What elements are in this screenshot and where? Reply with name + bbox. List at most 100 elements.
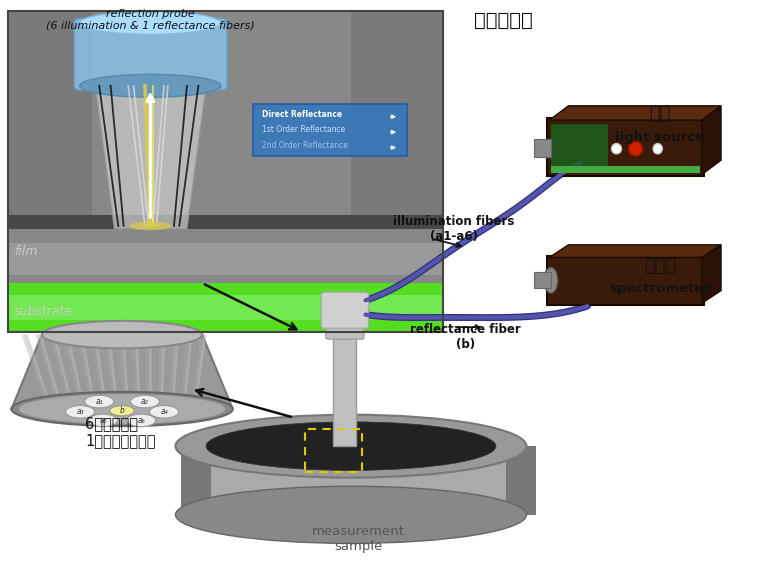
Polygon shape [121,335,130,409]
Ellipse shape [127,414,156,427]
FancyBboxPatch shape [547,256,704,305]
Polygon shape [549,245,721,257]
Polygon shape [118,335,130,409]
Polygon shape [169,335,179,409]
FancyBboxPatch shape [547,118,704,176]
Ellipse shape [544,267,558,293]
Bar [8,214,443,229]
Bar [8,283,443,331]
Bar [534,272,551,288]
Polygon shape [158,335,165,409]
Text: substrate: substrate [14,305,72,318]
Polygon shape [135,335,140,409]
Bar [181,446,536,515]
Text: film: film [14,245,37,258]
Ellipse shape [612,144,622,154]
Polygon shape [94,335,107,409]
Text: 1st Order Reflectance: 1st Order Reflectance [262,125,345,134]
Polygon shape [702,106,721,174]
Ellipse shape [11,392,233,426]
Polygon shape [66,335,85,409]
Polygon shape [95,86,206,229]
Ellipse shape [175,415,526,478]
Bar [8,295,443,320]
Polygon shape [160,335,166,409]
Text: measurement
sample: measurement sample [312,525,405,553]
Polygon shape [191,335,206,409]
FancyBboxPatch shape [326,324,364,339]
Polygon shape [702,245,721,303]
Ellipse shape [110,406,134,416]
Polygon shape [194,335,207,409]
FancyBboxPatch shape [321,292,369,328]
Ellipse shape [653,144,662,154]
Text: a₂: a₂ [141,397,149,406]
Text: a₄: a₄ [160,407,168,416]
Polygon shape [549,106,721,120]
Ellipse shape [66,406,95,418]
Bar [8,11,443,332]
Polygon shape [76,335,97,409]
Polygon shape [180,335,192,409]
Ellipse shape [79,74,221,97]
Text: a₃: a₃ [76,407,84,416]
Polygon shape [131,335,141,409]
Text: 探頭微觀圖: 探頭微觀圖 [475,10,533,30]
FancyBboxPatch shape [253,104,407,156]
Ellipse shape [89,414,118,427]
Ellipse shape [206,422,496,470]
Bar [506,446,536,515]
Polygon shape [49,335,75,409]
Polygon shape [39,335,63,409]
Ellipse shape [175,486,526,543]
Ellipse shape [629,142,642,156]
Text: a₅: a₅ [99,416,107,425]
FancyBboxPatch shape [333,326,356,446]
Text: reflectance fiber
(b): reflectance fiber (b) [410,324,521,351]
Polygon shape [90,335,108,409]
Polygon shape [25,335,52,409]
Ellipse shape [130,221,171,231]
Text: illumination fibers
(a1-a6): illumination fibers (a1-a6) [393,215,515,243]
Bar [534,139,551,157]
Text: spectrometer: spectrometer [610,283,710,295]
Polygon shape [104,335,119,409]
Polygon shape [171,335,179,409]
Bar [551,166,700,173]
Bar [305,429,362,472]
Ellipse shape [42,321,202,348]
Ellipse shape [79,11,221,34]
Ellipse shape [19,394,225,424]
Text: a₆: a₆ [137,416,145,425]
Text: Direct Reflectance: Direct Reflectance [262,110,342,118]
Text: 光源: 光源 [649,105,671,124]
Bar [92,11,351,214]
Polygon shape [108,335,118,409]
Bar [551,124,608,173]
Text: a₁: a₁ [95,397,103,406]
Bar [181,446,211,515]
Ellipse shape [130,395,159,408]
Ellipse shape [150,406,179,418]
Bar [8,229,443,283]
Polygon shape [11,335,233,409]
Bar [181,446,195,515]
Ellipse shape [85,395,114,408]
Text: reflection probe
(6 illumination & 1 reflectance fibers): reflection probe (6 illumination & 1 ref… [46,9,255,31]
Text: 2nd Order Reflectance: 2nd Order Reflectance [262,141,348,149]
Text: 6束光源光纖
1束反射接收光纖: 6束光源光纖 1束反射接收光纖 [85,416,156,448]
Polygon shape [149,335,152,409]
Polygon shape [80,335,96,409]
FancyBboxPatch shape [74,18,227,90]
Text: light source: light source [616,131,704,144]
Text: 光譜小: 光譜小 [644,257,676,275]
Polygon shape [145,335,153,409]
Bar [8,243,443,275]
Bar [522,446,536,515]
Polygon shape [63,335,85,409]
Polygon shape [35,335,64,409]
Bar [8,331,443,332]
Bar [8,11,443,214]
Polygon shape [21,335,53,409]
Text: b: b [120,406,124,415]
